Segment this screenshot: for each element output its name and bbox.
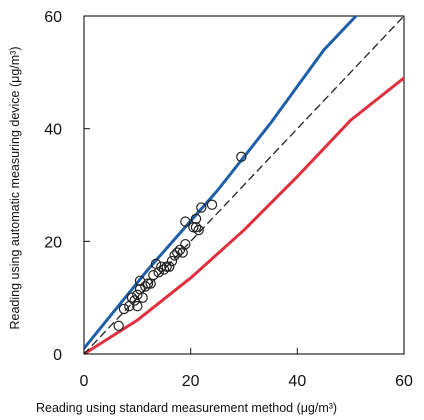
data-point [158, 264, 170, 275]
data-point [190, 222, 202, 233]
data-point [113, 320, 124, 332]
data-point [137, 292, 148, 303]
data-point [148, 269, 159, 281]
data-point [236, 151, 247, 163]
data-point [174, 244, 186, 255]
y-tick-label: 40 [44, 122, 62, 139]
axes-ticks: 0 20 40 60 0 20 40 60 [44, 9, 413, 390]
y-axis-title: Reading using automatic measuring device… [8, 46, 22, 329]
blue-curve-line [84, 16, 358, 350]
data-point [156, 261, 167, 272]
data-point [180, 216, 191, 227]
data-point [196, 202, 207, 213]
data-point [166, 255, 178, 267]
data-point [180, 238, 191, 250]
plot-frame [83, 15, 405, 355]
x-tick-label: 40 [288, 373, 306, 390]
red-curve-line [84, 76, 404, 354]
x-tick-label: 20 [182, 373, 200, 390]
data-point [190, 213, 202, 224]
x-tick-label: 0 [80, 373, 89, 390]
data-point [161, 261, 172, 272]
identity-dashed-line [84, 16, 404, 354]
data-point [153, 267, 164, 278]
y-tick-label: 0 [53, 347, 62, 364]
data-point [172, 247, 183, 258]
data-point [193, 224, 204, 236]
data-point [164, 261, 175, 272]
data-point [132, 289, 143, 301]
data-point [126, 292, 138, 303]
data-point [134, 284, 146, 295]
x-tick-label: 60 [395, 373, 413, 390]
data-point [132, 300, 143, 312]
data-point [142, 278, 154, 289]
y-tick-label: 60 [44, 9, 62, 26]
plot-area [84, 16, 404, 354]
data-point [118, 303, 130, 315]
x-axis-title: Reading using standard measurement metho… [36, 401, 337, 415]
data-point [140, 281, 151, 292]
y-tick-label: 20 [44, 234, 62, 251]
data-point [206, 199, 218, 210]
